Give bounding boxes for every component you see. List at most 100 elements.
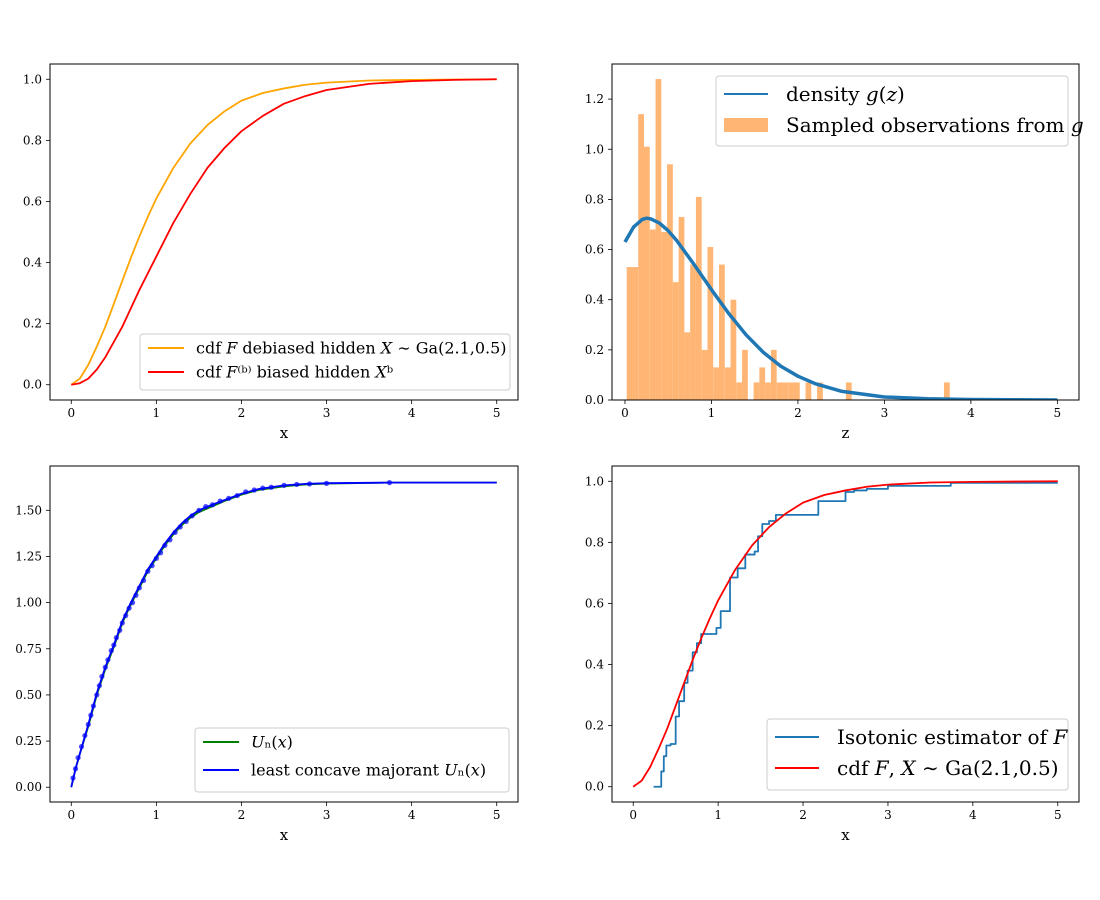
data-point — [70, 775, 76, 781]
x-tick-label: 0 — [67, 406, 75, 420]
data-point — [167, 537, 173, 543]
histogram-bar — [672, 282, 679, 400]
y-tick-label: 0.50 — [15, 688, 42, 702]
x-tick-label: 3 — [884, 808, 892, 822]
legend-handle — [724, 118, 768, 132]
x-tick-label: 4 — [969, 808, 977, 822]
data-point — [102, 664, 108, 670]
data-point — [294, 481, 300, 488]
data-point — [153, 555, 159, 561]
histogram-bar — [753, 382, 760, 400]
histogram-bar — [655, 79, 662, 400]
legend-box — [766, 718, 1069, 791]
data-point — [306, 481, 313, 487]
data-point — [268, 484, 274, 490]
data-point — [260, 485, 266, 491]
y-tick-label: 0.0 — [23, 378, 42, 392]
histogram-bar — [817, 382, 823, 400]
data-point — [217, 498, 223, 504]
data-point — [72, 766, 79, 772]
data-point — [243, 489, 249, 495]
subplot-p3: 0 1 2 3 4 5 0.00 0.25 0.50 0.75 1.00 1.25 1.50 x 𝑈ₙ(𝑥)… — [15, 465, 519, 844]
legend: Isotonic estimator of 𝐹 cdf 𝐹, 𝑋 ∼ Ga(2.1… — [766, 718, 1069, 791]
legend: cdf 𝐹 debiased hidden 𝑋 ∼ Ga(2.1,0.5) cdf… — [139, 333, 511, 391]
x-tick-label: 3 — [323, 406, 331, 420]
legend-box — [194, 727, 510, 793]
series-line-2 — [71, 78, 497, 386]
legend-label: cdf 𝐹 debiased hidden 𝑋 ∼ Ga(2.1,0.5) — [196, 339, 507, 358]
data-point — [172, 529, 178, 536]
data-point — [183, 518, 189, 524]
data-point — [323, 480, 330, 486]
histogram-bar — [793, 382, 800, 400]
x-tick-label: 0 — [629, 808, 637, 822]
data-point — [203, 504, 209, 510]
y-tick-label: 0.8 — [585, 535, 604, 549]
data-point — [85, 721, 91, 728]
data-point — [82, 732, 88, 739]
data-point — [133, 592, 139, 598]
y-tick-label: 1.00 — [15, 596, 42, 610]
data-point — [105, 657, 111, 663]
data-point — [123, 612, 129, 619]
x-tick-label: 5 — [1054, 406, 1062, 420]
y-tick-label: 1.0 — [585, 474, 604, 488]
y-tick-label: 0.2 — [585, 343, 604, 357]
histogram-bar — [667, 164, 673, 400]
y-tick-label: 1.0 — [23, 72, 42, 86]
legend-label: Isotonic estimator of 𝐹 — [837, 725, 1068, 749]
x-tick-label: 1 — [708, 406, 716, 420]
data-point — [136, 585, 142, 591]
x-tick-label: 0 — [67, 808, 75, 822]
x-tick-label: 4 — [408, 406, 416, 420]
y-tick-label: 1.0 — [585, 142, 604, 156]
series-line-1 — [70, 78, 497, 386]
plot-area — [623, 79, 1058, 400]
histogram-bar — [730, 299, 737, 400]
histogram-bar — [742, 349, 748, 400]
y-tick-label: 0.4 — [23, 256, 42, 270]
series-line-1 — [623, 216, 1058, 400]
data-point — [162, 542, 168, 548]
series-line-2 — [632, 480, 1058, 788]
legend-label: Sampled observations from 𝑔 — [786, 113, 1084, 137]
histogram-bar — [736, 382, 743, 400]
data-point — [189, 513, 195, 519]
y-tick-label: 0.4 — [585, 658, 604, 672]
y-tick-label: 1.25 — [15, 549, 42, 563]
plot-area — [70, 480, 497, 788]
legend: density 𝑔(𝑧) Sampled observations from 𝑔 — [715, 75, 1084, 147]
data-point — [119, 620, 125, 626]
histogram-bar — [770, 349, 777, 400]
data-point — [386, 480, 393, 486]
histogram-bar — [718, 264, 725, 400]
y-tick-label: 0.75 — [15, 642, 42, 656]
histogram-bar — [695, 196, 702, 400]
legend-label: 𝑈ₙ(𝑥) — [251, 733, 293, 752]
x-tick-label: 5 — [493, 808, 501, 822]
x-tick-label: 5 — [493, 406, 501, 420]
x-tick-label: 4 — [408, 808, 416, 822]
y-tick-label: 0.6 — [585, 596, 604, 610]
histogram-bar — [782, 382, 789, 400]
histogram-bar — [765, 382, 771, 400]
histogram-bar — [690, 264, 696, 400]
data-point — [108, 648, 114, 654]
y-tick-label: 0.0 — [585, 780, 604, 794]
data-point — [149, 563, 155, 569]
data-point — [75, 755, 81, 761]
data-point — [90, 703, 96, 709]
data-point — [196, 507, 202, 513]
plot-area — [632, 480, 1058, 788]
x-axis-label: x — [280, 424, 289, 442]
data-point — [111, 642, 117, 648]
x-tick-label: 1 — [153, 808, 161, 822]
histogram-bar — [788, 382, 794, 400]
y-tick-label: 0.00 — [15, 780, 42, 794]
data-point — [158, 550, 164, 556]
data-point — [251, 487, 257, 493]
axes-frame — [49, 465, 519, 803]
histogram-bar — [644, 146, 650, 400]
histogram-bar — [701, 349, 708, 400]
x-tick-label: 3 — [323, 808, 331, 822]
